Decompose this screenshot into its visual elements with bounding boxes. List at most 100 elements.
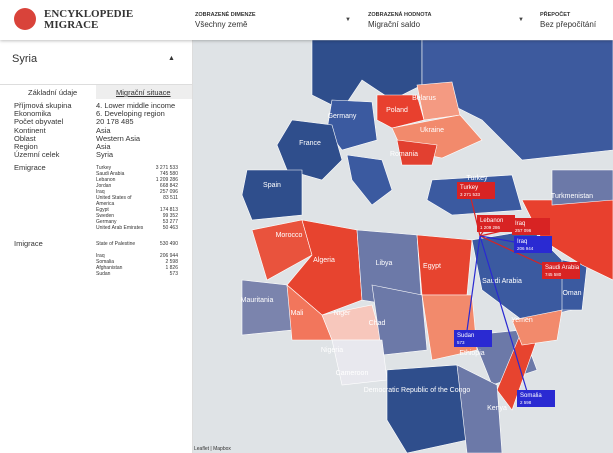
field: Územní celek Syria — [14, 150, 113, 160]
value: 573 — [169, 271, 178, 277]
value: 174 813 — [159, 207, 178, 213]
logo-text[interactable]: ENCYKLOPEDIE MIGRACE — [44, 9, 133, 31]
country-shape — [386, 364, 468, 453]
field-label: Kontinent — [14, 125, 46, 135]
flow-value: 3 271 533 — [460, 192, 481, 197]
country-label: Turkey — [466, 175, 488, 182]
country-label: Saudi Arabia — [482, 278, 522, 285]
selector-value: Všechny země — [195, 20, 248, 29]
flow-box[interactable] — [514, 236, 552, 253]
selector[interactable]: ZOBRAZENÁ HODNOTA Migrační saldo — [368, 12, 431, 29]
selector-label: ZOBRAZENÉ DIMENZE — [195, 12, 256, 18]
list-row: Sweden 99 352 — [96, 213, 178, 219]
country: Turkey — [96, 165, 112, 171]
selector-label: PŘEPOČET — [540, 12, 571, 18]
tab-bg — [96, 85, 192, 99]
country: Sweden — [96, 213, 115, 219]
field-label: Region — [14, 142, 38, 151]
collapse[interactable]: ▲ — [168, 55, 175, 62]
country-label: Mali — [291, 310, 304, 317]
value: 745 580 — [159, 171, 178, 177]
flow-value: 2 598 — [520, 400, 532, 405]
field: Kontinent Asia — [14, 125, 111, 135]
flow-country: Turkey — [460, 185, 478, 191]
list-row: Afghanistan 1 826 — [96, 265, 178, 271]
flow-box[interactable] — [457, 182, 495, 199]
country-shape — [371, 284, 428, 356]
field: Oblast Western Asia — [14, 133, 140, 143]
value: 3 271 533 — [155, 165, 178, 171]
field-label: Územní celek — [14, 150, 60, 160]
flow-box[interactable] — [512, 218, 550, 235]
list-row: Germany 53 277 — [96, 219, 178, 225]
field: Ekonomika 6. Developing region — [14, 109, 165, 119]
list-row: Egypt 174 813 — [96, 207, 178, 213]
flow-country: Saudi Arabia — [545, 265, 580, 271]
value: 668 842 — [159, 183, 178, 189]
selector[interactable]: ZOBRAZENÉ DIMENZE Všechny země — [195, 12, 256, 29]
country: United States of America — [96, 195, 132, 207]
field-label: Počet obyvatel — [14, 117, 64, 127]
flow-country: Iraq — [515, 221, 525, 227]
value: 2 598 — [165, 259, 178, 265]
tab[interactable]: Migrační situace — [116, 88, 171, 97]
list-row: Iraq 257 096 — [96, 189, 178, 195]
flow-box[interactable] — [517, 390, 555, 407]
flow-line — [479, 235, 530, 399]
value: 1 209 286 — [155, 177, 178, 183]
value: 530 490 — [159, 241, 178, 247]
country-label: Yemen — [511, 317, 533, 324]
country: Iraq — [96, 189, 105, 195]
logo[interactable] — [14, 8, 36, 30]
field-label: Příjmová skupina — [14, 101, 72, 110]
flow-value: 745 580 — [545, 272, 562, 277]
map: Germany Poland Belarus Ukraine France Romania… — [192, 40, 613, 453]
value: 257 096 — [159, 189, 178, 195]
list-row: Jordan 668 842 — [96, 183, 178, 189]
country-label: Belarus — [412, 95, 436, 102]
flow-box[interactable] — [454, 330, 492, 347]
country: Somalia — [96, 259, 115, 265]
flow-country: Lebanon — [480, 218, 503, 224]
flow-value: 206 944 — [517, 246, 534, 251]
list-row: United Arab Emirates 50 463 — [96, 225, 178, 231]
flow-box[interactable] — [542, 262, 580, 279]
country: Jordan — [96, 183, 112, 189]
country-shape — [276, 119, 343, 181]
country: United Arab Emirates — [96, 225, 144, 231]
country-label: Morocco — [276, 232, 303, 239]
country-label: France — [299, 140, 321, 147]
value: 53 277 — [162, 219, 178, 225]
country-label: Algeria — [313, 257, 335, 264]
country-label: Poland — [386, 107, 408, 114]
country: Afghanistan — [96, 265, 123, 271]
value: 83 511 — [163, 195, 178, 201]
value: 206 944 — [159, 253, 178, 259]
list-row: Iraq 206 944 — [96, 253, 178, 259]
field-label: Oblast — [14, 133, 36, 143]
field-value: Syria — [96, 150, 114, 160]
country-shape — [511, 309, 563, 346]
flow-value: 573 — [457, 340, 465, 345]
country-label: Cameroon — [336, 370, 369, 377]
country-label: Nigeria — [321, 347, 343, 354]
country-label: Ethiopia — [459, 350, 484, 357]
tab[interactable]: Základní údaje — [28, 88, 78, 97]
selector[interactable]: PŘEPOČET Bez přepočítání — [540, 12, 596, 29]
value: 50 463 — [162, 225, 178, 231]
country-label: Germany — [328, 113, 357, 120]
section-label: Imigrace — [14, 239, 43, 248]
list-row: Lebanon 1 209 286 — [96, 177, 178, 183]
country: State of Palestine — [96, 241, 136, 247]
country-label: Mauritania — [241, 297, 274, 304]
selector-label: ZOBRAZENÁ HODNOTA — [368, 12, 432, 18]
country-shape — [346, 154, 393, 206]
country: Iraq — [96, 253, 105, 259]
country: Sudan — [96, 271, 111, 277]
field-label: Ekonomika — [14, 109, 52, 119]
logo-line: ENCYKLOPEDIE — [44, 8, 134, 20]
country: Saudi Arabia — [96, 171, 125, 177]
logo-line: MIGRACE — [44, 19, 99, 31]
flow-box[interactable] — [477, 215, 515, 232]
